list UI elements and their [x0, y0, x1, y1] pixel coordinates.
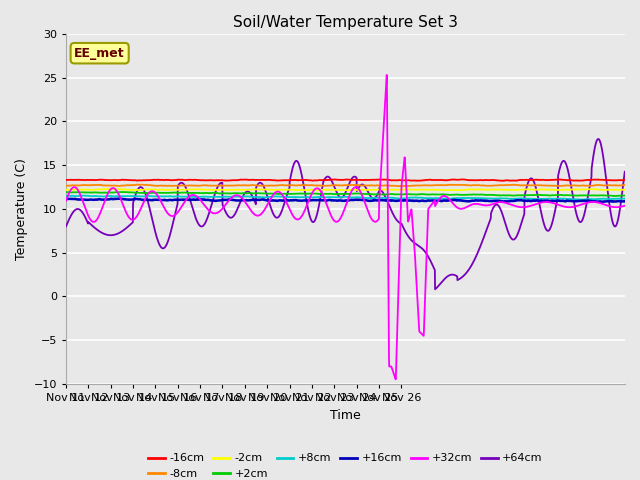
Legend: -16cm, -8cm, -2cm, +2cm, +8cm, +16cm, +32cm, +64cm: -16cm, -8cm, -2cm, +2cm, +8cm, +16cm, +3… — [144, 449, 547, 480]
X-axis label: Time: Time — [330, 408, 361, 421]
Text: EE_met: EE_met — [74, 47, 125, 60]
Y-axis label: Temperature (C): Temperature (C) — [15, 158, 28, 260]
Title: Soil/Water Temperature Set 3: Soil/Water Temperature Set 3 — [233, 15, 458, 30]
